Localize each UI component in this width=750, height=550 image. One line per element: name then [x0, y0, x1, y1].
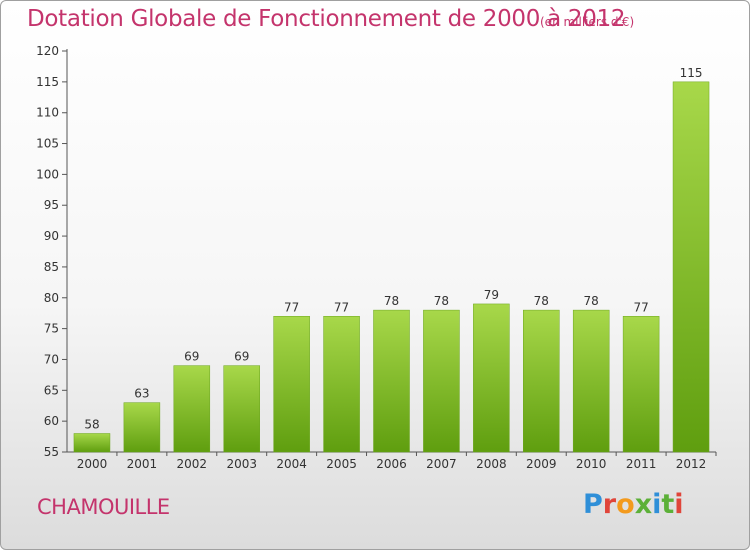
y-tick-label: 85 — [44, 260, 59, 274]
y-tick-label: 70 — [44, 352, 59, 366]
x-tick-label: 2011 — [626, 457, 657, 471]
bar — [273, 316, 310, 453]
data-label: 77 — [633, 300, 648, 314]
data-label: 78 — [584, 294, 599, 308]
bar — [672, 81, 710, 453]
data-label: 78 — [534, 294, 549, 308]
chart-title: Dotation Globale de Fonctionnement de 20… — [27, 6, 626, 32]
data-label: 77 — [334, 300, 349, 314]
y-tick-label: 55 — [44, 445, 59, 459]
x-tick-label: 2012 — [676, 457, 707, 471]
y-tick-label: 105 — [36, 137, 59, 151]
y-tick-label: 120 — [36, 44, 59, 58]
x-tick-label: 2007 — [426, 457, 457, 471]
y-tick-label: 95 — [44, 198, 59, 212]
commune-name: CHAMOUILLE — [37, 495, 170, 519]
data-label: 58 — [84, 417, 99, 431]
y-tick-label: 100 — [36, 167, 59, 181]
x-tick-label: 2004 — [276, 457, 307, 471]
x-tick-label: 2008 — [476, 457, 507, 471]
y-tick-label: 65 — [44, 383, 59, 397]
bar — [73, 433, 111, 453]
x-tick-label: 2002 — [177, 457, 208, 471]
bar — [373, 309, 410, 453]
logo-letter: r — [602, 489, 617, 520]
x-tick-label: 2009 — [526, 457, 557, 471]
y-tick-label: 115 — [36, 75, 59, 89]
data-label: 79 — [484, 288, 499, 302]
logo-letter: t — [661, 489, 675, 520]
bar — [572, 309, 610, 453]
data-label: 77 — [284, 300, 299, 314]
data-label: 63 — [134, 387, 149, 401]
logo-letter: P — [583, 489, 603, 520]
logo-letter: x — [634, 489, 653, 520]
data-label: 115 — [680, 66, 703, 80]
data-label: 69 — [234, 350, 249, 364]
bar — [473, 303, 510, 453]
bar — [123, 402, 161, 453]
y-tick-label: 110 — [36, 106, 59, 120]
bar — [423, 309, 460, 453]
data-label: 78 — [434, 294, 449, 308]
bar — [223, 365, 260, 453]
logo-letter: i — [674, 489, 684, 520]
logo-letter: o — [616, 489, 635, 520]
x-tick-label: 2010 — [576, 457, 607, 471]
chart-unit: (en milliers d'€) — [540, 15, 635, 29]
proxiti-logo: Proxiti — [583, 489, 684, 520]
x-tick-label: 2006 — [376, 457, 407, 471]
y-tick-label: 75 — [44, 322, 59, 336]
x-tick-label: 2003 — [226, 457, 257, 471]
logo-letter: i — [652, 489, 662, 520]
bar — [523, 309, 560, 453]
x-tick-label: 2001 — [127, 457, 158, 471]
y-tick-label: 60 — [44, 414, 59, 428]
bar — [173, 365, 211, 453]
data-label: 69 — [184, 350, 199, 364]
bar — [622, 316, 660, 453]
x-tick-label: 2005 — [326, 457, 357, 471]
y-tick-label: 90 — [44, 229, 59, 243]
data-label: 78 — [384, 294, 399, 308]
bar — [323, 316, 360, 453]
y-tick-label: 80 — [44, 291, 59, 305]
x-tick-label: 2000 — [77, 457, 108, 471]
